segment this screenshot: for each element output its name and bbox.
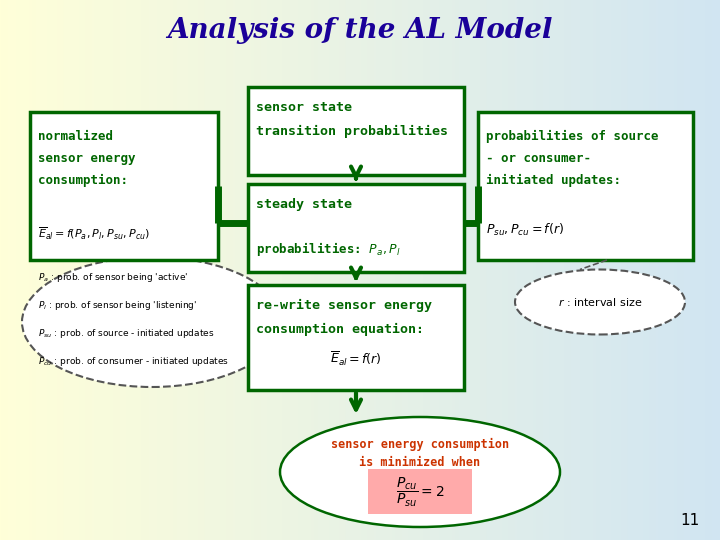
- Bar: [478, 112, 693, 260]
- Text: Analysis of the AL Model: Analysis of the AL Model: [167, 17, 553, 44]
- Text: $\overline{E}_{al} = f(P_a, P_l, P_{su}, P_{cu})$: $\overline{E}_{al} = f(P_a, P_l, P_{su},…: [38, 226, 150, 242]
- Text: transition probabilities: transition probabilities: [256, 125, 448, 138]
- Ellipse shape: [22, 257, 282, 387]
- Ellipse shape: [515, 269, 685, 334]
- Text: $\dfrac{P_{cu}}{P_{su}} = 2$: $\dfrac{P_{cu}}{P_{su}} = 2$: [396, 475, 444, 509]
- Text: sensor energy: sensor energy: [38, 152, 135, 165]
- Text: $P_a$ : prob. of sensor being 'active': $P_a$ : prob. of sensor being 'active': [38, 272, 189, 285]
- Text: initiated updates:: initiated updates:: [486, 174, 621, 187]
- Text: steady state: steady state: [256, 198, 352, 211]
- Text: consumption:: consumption:: [38, 174, 128, 187]
- Ellipse shape: [280, 417, 560, 527]
- Text: is minimized when: is minimized when: [359, 456, 480, 469]
- Text: $P_{su}$ : prob. of source - initiated updates: $P_{su}$ : prob. of source - initiated u…: [38, 327, 215, 341]
- Text: probabilities of source: probabilities of source: [486, 130, 659, 143]
- Text: - or consumer-: - or consumer-: [486, 152, 591, 165]
- Text: sensor state: sensor state: [256, 101, 352, 114]
- Text: $P_{cu}$ : prob. of consumer - initiated updates: $P_{cu}$ : prob. of consumer - initiated…: [38, 355, 229, 368]
- Bar: [248, 285, 464, 390]
- Text: sensor energy consumption: sensor energy consumption: [331, 437, 509, 450]
- Text: re-write sensor energy: re-write sensor energy: [256, 299, 432, 312]
- Text: consumption equation:: consumption equation:: [256, 323, 424, 336]
- Text: normalized: normalized: [38, 130, 113, 143]
- Bar: [30, 112, 218, 260]
- Bar: [368, 469, 472, 514]
- Bar: [248, 87, 464, 175]
- Text: 11: 11: [680, 513, 700, 528]
- Text: $r$ : interval size: $r$ : interval size: [558, 296, 642, 308]
- Text: $P_{su}, P_{cu} = f(r)$: $P_{su}, P_{cu} = f(r)$: [486, 222, 564, 238]
- Text: probabilities: $P_a, P_l$: probabilities: $P_a, P_l$: [256, 240, 400, 258]
- Text: $P_l$ : prob. of sensor being 'listening': $P_l$ : prob. of sensor being 'listening…: [38, 300, 197, 313]
- Text: $\overline{E}_{al} = f(r)$: $\overline{E}_{al} = f(r)$: [330, 350, 382, 368]
- Bar: [248, 184, 464, 272]
